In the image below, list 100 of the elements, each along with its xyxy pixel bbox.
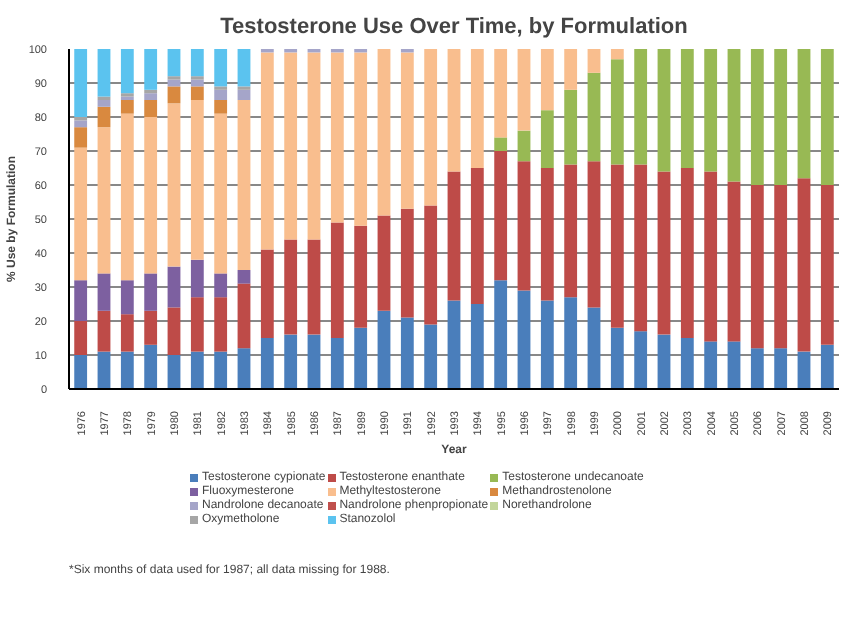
bar xyxy=(307,239,321,335)
bar xyxy=(120,100,134,114)
bar xyxy=(634,331,648,389)
bar xyxy=(120,280,134,315)
bar xyxy=(750,185,764,349)
bar xyxy=(97,351,111,389)
bar xyxy=(377,310,391,389)
bar xyxy=(330,338,344,389)
bar xyxy=(237,283,251,349)
bar xyxy=(494,49,508,138)
bar xyxy=(634,164,648,332)
bar xyxy=(587,49,601,73)
bar xyxy=(494,137,508,151)
bar xyxy=(657,49,671,172)
bar xyxy=(400,52,414,209)
bar xyxy=(214,297,228,352)
bar xyxy=(377,49,391,216)
bar xyxy=(167,266,181,308)
bar xyxy=(214,49,228,87)
bar xyxy=(144,344,158,389)
bar xyxy=(564,89,578,165)
bar xyxy=(167,103,181,267)
bar xyxy=(587,161,601,308)
bar xyxy=(774,185,788,349)
bar xyxy=(587,72,601,162)
bar xyxy=(330,222,344,338)
bar xyxy=(447,300,461,389)
bar xyxy=(260,52,274,250)
bar xyxy=(470,49,484,168)
bar xyxy=(74,147,88,281)
bar xyxy=(330,52,344,223)
bar xyxy=(820,49,834,185)
bar xyxy=(190,259,204,298)
bar xyxy=(307,334,321,389)
bar xyxy=(354,52,368,226)
bar xyxy=(354,327,368,389)
bar xyxy=(144,273,158,311)
bar xyxy=(237,89,251,100)
bar xyxy=(284,239,298,335)
bar xyxy=(564,164,578,298)
bar xyxy=(657,334,671,389)
bar xyxy=(517,161,531,291)
bar xyxy=(750,49,764,185)
bar xyxy=(727,341,741,389)
bar xyxy=(97,100,111,107)
bar xyxy=(214,351,228,389)
bar xyxy=(97,127,111,274)
bar xyxy=(74,321,88,355)
bar xyxy=(447,49,461,172)
bar xyxy=(237,100,251,270)
bar xyxy=(517,290,531,389)
bar xyxy=(610,49,624,60)
bar xyxy=(190,86,204,100)
bar xyxy=(587,307,601,389)
bar xyxy=(120,49,134,94)
bar xyxy=(354,225,368,328)
bar xyxy=(774,348,788,389)
bar xyxy=(214,273,228,298)
bar xyxy=(167,307,181,355)
bar xyxy=(237,49,251,87)
bar xyxy=(260,338,274,389)
bar xyxy=(144,100,158,117)
bar xyxy=(680,338,694,389)
bar xyxy=(424,49,438,206)
bar xyxy=(704,341,718,389)
bar xyxy=(657,171,671,335)
bar xyxy=(307,52,321,240)
bar xyxy=(237,348,251,389)
bar xyxy=(797,351,811,389)
bar xyxy=(610,327,624,389)
bar xyxy=(144,93,158,100)
bar xyxy=(470,304,484,389)
bar xyxy=(97,49,111,97)
bar xyxy=(97,273,111,311)
bar xyxy=(190,297,204,352)
bar xyxy=(820,185,834,345)
bar xyxy=(564,49,578,90)
bar xyxy=(820,344,834,389)
bar xyxy=(167,49,181,77)
bar xyxy=(144,49,158,90)
bar xyxy=(120,351,134,389)
bar xyxy=(540,49,554,111)
bar xyxy=(190,49,204,77)
bar xyxy=(377,215,391,311)
bar xyxy=(260,249,274,338)
bar xyxy=(144,310,158,345)
bar xyxy=(727,49,741,182)
bar xyxy=(190,79,204,87)
bar xyxy=(97,106,111,128)
bar xyxy=(284,334,298,389)
bar xyxy=(424,205,438,325)
bar xyxy=(634,49,648,165)
bar xyxy=(400,208,414,318)
bar xyxy=(214,100,228,114)
bar xyxy=(517,130,531,162)
bar xyxy=(610,164,624,328)
bar xyxy=(447,171,461,301)
bar xyxy=(284,52,298,240)
bar xyxy=(564,297,578,389)
bar xyxy=(120,314,134,352)
